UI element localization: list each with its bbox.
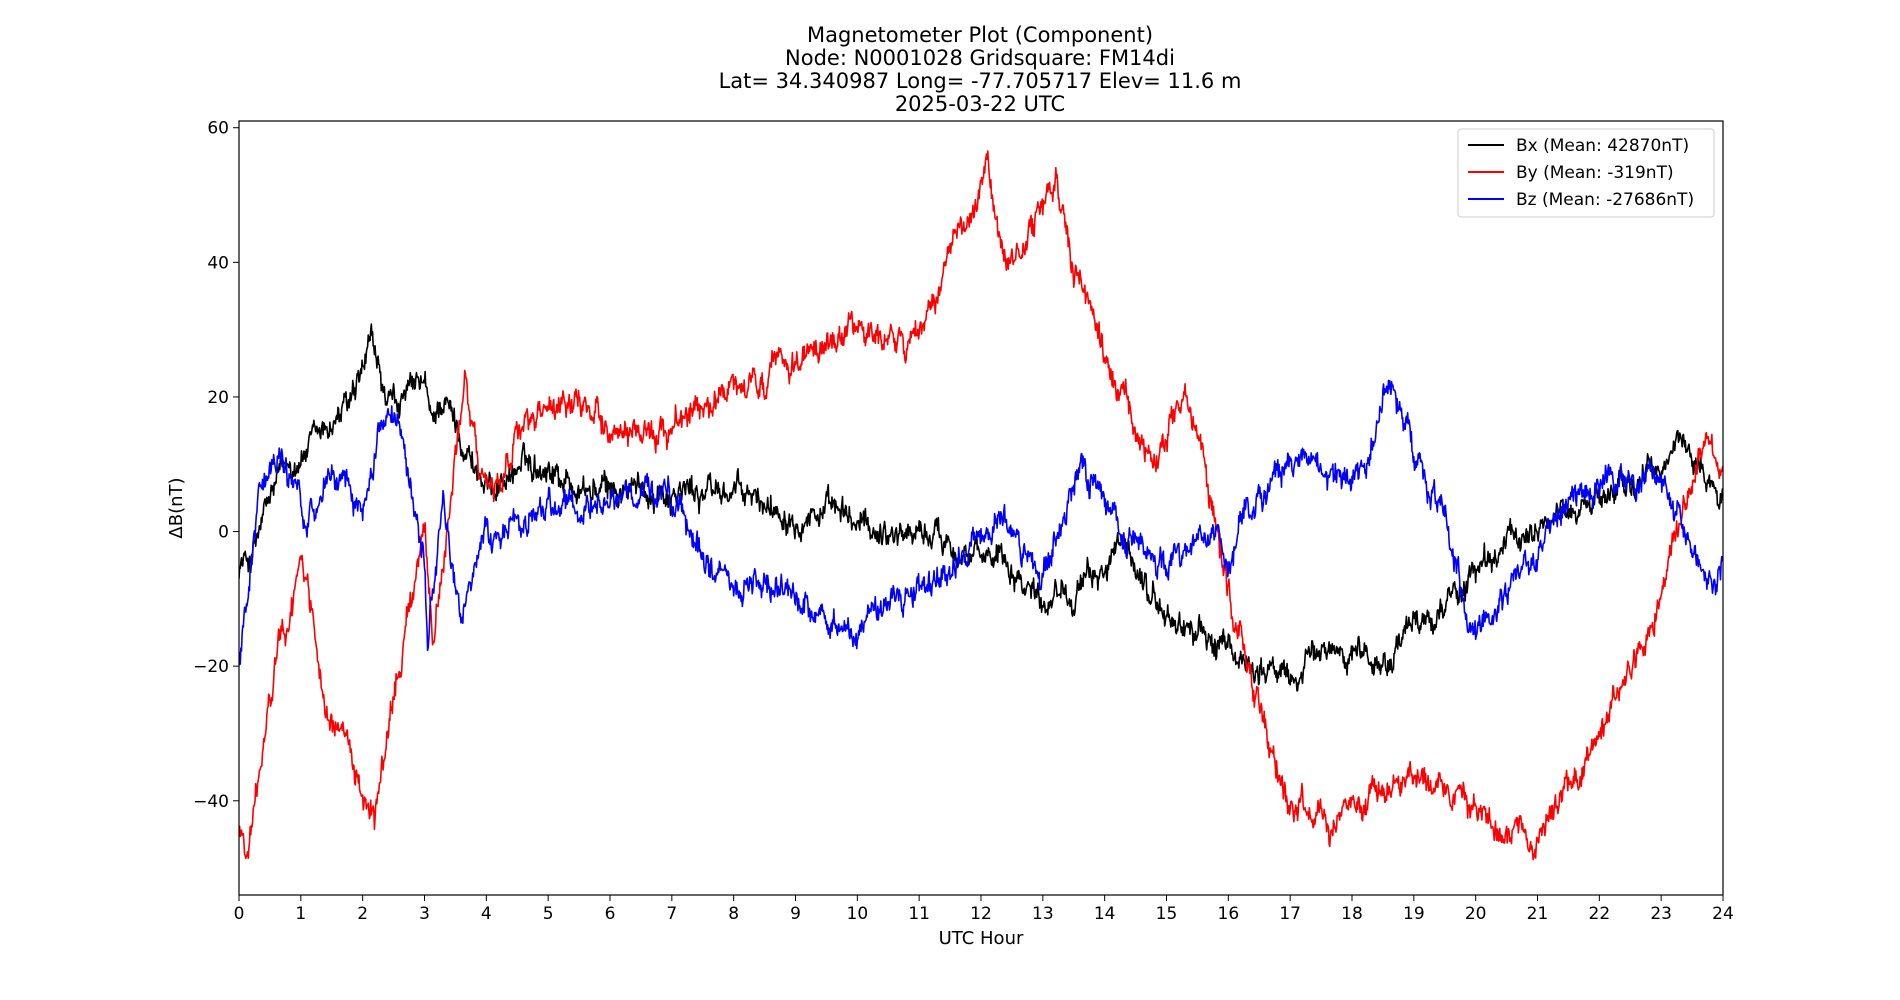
x-tick-label: 8: [728, 904, 739, 924]
y-tick-label: −40: [193, 792, 229, 812]
series-line-bx: [239, 323, 1723, 692]
y-axis-label: ΔB(nT): [166, 477, 187, 538]
x-tick-label: 2: [357, 904, 368, 924]
x-tick-label: 22: [1589, 904, 1611, 924]
x-tick-label: 20: [1465, 904, 1487, 924]
x-tick-label: 10: [847, 904, 869, 924]
legend-box: [1457, 128, 1715, 218]
x-tick-label: 13: [1032, 904, 1054, 924]
legend-label-bx: Bx (Mean: 42870nT): [1516, 136, 1689, 156]
legend-label-by: By (Mean: -319nT): [1516, 163, 1674, 183]
y-tick-label: 40: [207, 253, 229, 273]
x-tick-label: 21: [1527, 904, 1549, 924]
x-tick-label: 15: [1156, 904, 1178, 924]
x-tick-label: 14: [1094, 904, 1116, 924]
series-line-by: [239, 150, 1723, 861]
x-tick-label: 16: [1218, 904, 1240, 924]
title-line-3: Lat= 34.340987 Long= -77.705717 Elev= 11…: [719, 69, 1242, 93]
x-tick-label: 12: [970, 904, 992, 924]
x-axis-label: UTC Hour: [939, 928, 1024, 949]
legend-label-bz: Bz (Mean: -27686nT): [1516, 190, 1694, 210]
y-axis: −40 −20 0 20 40 60: [193, 119, 239, 812]
title-line-2: Node: N0001028 Gridsquare: FM14di: [785, 46, 1175, 70]
chart-title: Magnetometer Plot (Component) Node: N000…: [719, 23, 1242, 116]
y-tick-label: 0: [218, 523, 229, 543]
x-tick-label: 0: [234, 904, 245, 924]
x-tick-label: 9: [790, 904, 801, 924]
y-tick-label: 20: [207, 388, 229, 408]
x-axis: 0 1 2 3 4 5 6 7 8 9 10 11 12 13 14 15 16 17 18 19 20 21 22 23 24: [234, 895, 1734, 924]
title-line-1: Magnetometer Plot (Component): [807, 23, 1153, 47]
y-tick-label: −20: [193, 657, 229, 677]
x-tick-label: 1: [295, 904, 306, 924]
x-tick-label: 17: [1279, 904, 1301, 924]
x-tick-label: 11: [908, 904, 930, 924]
series-group: [239, 150, 1723, 861]
x-tick-label: 4: [481, 904, 492, 924]
title-line-4: 2025-03-22 UTC: [895, 92, 1065, 116]
legend: Bx (Mean: 42870nT) By (Mean: -319nT) Bz …: [1457, 128, 1715, 218]
y-tick-label: 60: [207, 119, 229, 139]
x-tick-label: 23: [1650, 904, 1672, 924]
series-line-bz: [239, 379, 1723, 666]
x-tick-label: 7: [666, 904, 677, 924]
x-tick-label: 24: [1712, 904, 1734, 924]
x-tick-label: 19: [1403, 904, 1425, 924]
x-tick-label: 3: [419, 904, 430, 924]
x-tick-label: 18: [1341, 904, 1363, 924]
x-tick-label: 5: [543, 904, 554, 924]
x-tick-label: 6: [605, 904, 616, 924]
